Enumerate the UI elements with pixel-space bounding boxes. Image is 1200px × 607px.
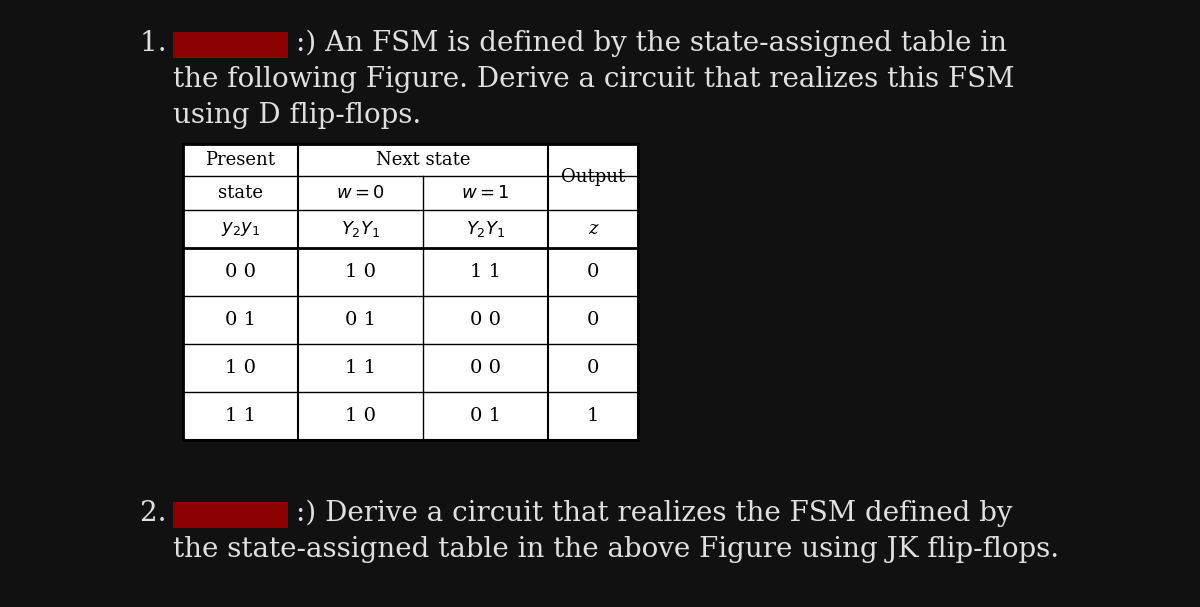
Text: 1 1: 1 1 <box>346 359 376 377</box>
Bar <box>173 502 288 528</box>
Text: 0 0: 0 0 <box>470 359 502 377</box>
Text: state: state <box>218 184 263 202</box>
Bar <box>173 32 288 58</box>
Text: 1 1: 1 1 <box>470 263 502 281</box>
Text: :) Derive a circuit that realizes the FSM defined by: :) Derive a circuit that realizes the FS… <box>296 500 1013 527</box>
Text: 1 0: 1 0 <box>346 263 376 281</box>
Text: the state-assigned table in the above Figure using JK flip-flops.: the state-assigned table in the above Fi… <box>173 536 1060 563</box>
Text: 0: 0 <box>587 359 599 377</box>
Text: the following Figure. Derive a circuit that realizes this FSM: the following Figure. Derive a circuit t… <box>173 66 1014 93</box>
Text: 0 1: 0 1 <box>470 407 502 425</box>
Text: :) An FSM is defined by the state-assigned table in: :) An FSM is defined by the state-assign… <box>296 30 1007 57</box>
Text: Next state: Next state <box>376 151 470 169</box>
Text: Present: Present <box>205 151 276 169</box>
Text: 0: 0 <box>587 263 599 281</box>
Text: 1.: 1. <box>140 30 175 57</box>
Text: $Y_2 Y_1$: $Y_2 Y_1$ <box>466 219 505 239</box>
Text: using D flip-flops.: using D flip-flops. <box>173 102 421 129</box>
Text: z: z <box>588 220 598 238</box>
Text: 0 1: 0 1 <box>226 311 256 329</box>
Text: 0 1: 0 1 <box>346 311 376 329</box>
Text: 0 0: 0 0 <box>226 263 256 281</box>
Text: $y_2 y_1$: $y_2 y_1$ <box>221 220 260 238</box>
Text: 1 0: 1 0 <box>226 359 256 377</box>
Text: $w = 1$: $w = 1$ <box>461 184 510 202</box>
Text: 2.: 2. <box>140 500 175 527</box>
Text: 1: 1 <box>587 407 599 425</box>
Text: Output: Output <box>560 168 625 186</box>
Text: 0: 0 <box>587 311 599 329</box>
Text: 1 1: 1 1 <box>226 407 256 425</box>
Text: 1 0: 1 0 <box>346 407 376 425</box>
Text: $w = 0$: $w = 0$ <box>336 184 385 202</box>
Bar <box>182 144 638 440</box>
Text: 0 0: 0 0 <box>470 311 502 329</box>
Text: $Y_2 Y_1$: $Y_2 Y_1$ <box>341 219 380 239</box>
